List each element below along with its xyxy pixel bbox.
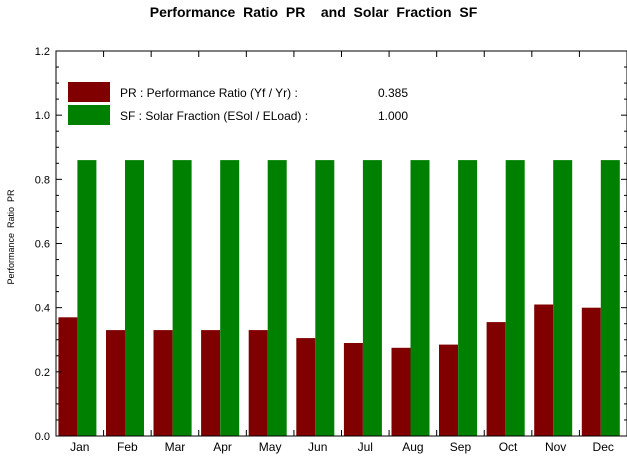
legend-swatch-pr bbox=[68, 82, 110, 102]
bar-pr-jun bbox=[296, 338, 316, 436]
y-tick-label: 0.0 bbox=[35, 431, 50, 443]
y-tick-label: 1.0 bbox=[35, 110, 50, 122]
legend-value-pr: 0.385 bbox=[378, 86, 408, 100]
legend-value-sf: 1.000 bbox=[378, 109, 408, 123]
x-tick-label: Nov bbox=[545, 440, 566, 454]
x-tick-label: Apr bbox=[213, 440, 232, 454]
bar-sf-feb bbox=[125, 160, 144, 436]
bar-pr-apr bbox=[201, 330, 221, 436]
x-tick-label: Jan bbox=[70, 440, 89, 454]
legend-label-pr: PR : Performance Ratio (Yf / Yr) : bbox=[120, 86, 298, 100]
bars-group bbox=[58, 160, 620, 436]
x-tick-label: Jul bbox=[358, 440, 373, 454]
y-tick-label: 0.2 bbox=[35, 367, 50, 379]
bar-sf-apr bbox=[220, 160, 240, 436]
bar-sf-dec bbox=[600, 160, 620, 436]
x-tick-label: Aug bbox=[402, 440, 423, 454]
bar-pr-oct bbox=[486, 322, 506, 436]
bar-pr-dec bbox=[581, 307, 601, 436]
x-tick-label: Jun bbox=[308, 440, 327, 454]
x-tick-label: May bbox=[259, 440, 282, 454]
bar-pr-jan bbox=[58, 317, 78, 436]
y-tick-label: 0.8 bbox=[35, 174, 50, 186]
x-tick-label: Sep bbox=[450, 440, 472, 454]
bar-sf-may bbox=[267, 160, 287, 436]
y-axis: 0.0 0.2 0.4 0.6 0.8 1.0 1.2 bbox=[35, 46, 627, 443]
bar-sf-jun bbox=[315, 160, 335, 436]
bar-pr-jul bbox=[343, 343, 363, 436]
bar-sf-oct bbox=[505, 160, 525, 436]
bar-pr-mar bbox=[153, 330, 173, 436]
legend: PR : Performance Ratio (Yf / Yr) : 0.385 S… bbox=[68, 82, 408, 125]
bar-pr-nov bbox=[534, 304, 554, 436]
x-tick-label: Dec bbox=[593, 440, 614, 454]
x-tick-label: Mar bbox=[165, 440, 186, 454]
y-tick-label: 0.6 bbox=[35, 239, 50, 251]
bar-sf-jan bbox=[77, 160, 97, 436]
bar-sf-aug bbox=[410, 160, 430, 436]
x-axis: Jan Feb Mar Apr May Jun Jul Aug Sep Oct Nov Dec bbox=[70, 51, 614, 454]
chart-title: Performance Ratio PR and Solar Fraction … bbox=[149, 4, 478, 20]
bar-pr-feb bbox=[106, 330, 125, 436]
x-tick-label: Feb bbox=[117, 440, 138, 454]
x-tick-label: Oct bbox=[499, 440, 518, 454]
bar-sf-mar bbox=[172, 160, 192, 436]
y-tick-label: 1.2 bbox=[35, 46, 50, 58]
y-tick-label: 0.4 bbox=[35, 303, 50, 315]
bar-pr-aug bbox=[391, 347, 411, 436]
bar-sf-nov bbox=[553, 160, 573, 436]
bar-sf-jul bbox=[362, 160, 382, 436]
legend-label-sf: SF : Solar Fraction (ESol / ELoad) : bbox=[120, 109, 308, 123]
legend-swatch-sf bbox=[68, 105, 110, 125]
bar-pr-may bbox=[248, 330, 268, 436]
bar-sf-sep bbox=[458, 160, 478, 436]
bar-pr-sep bbox=[439, 344, 458, 436]
